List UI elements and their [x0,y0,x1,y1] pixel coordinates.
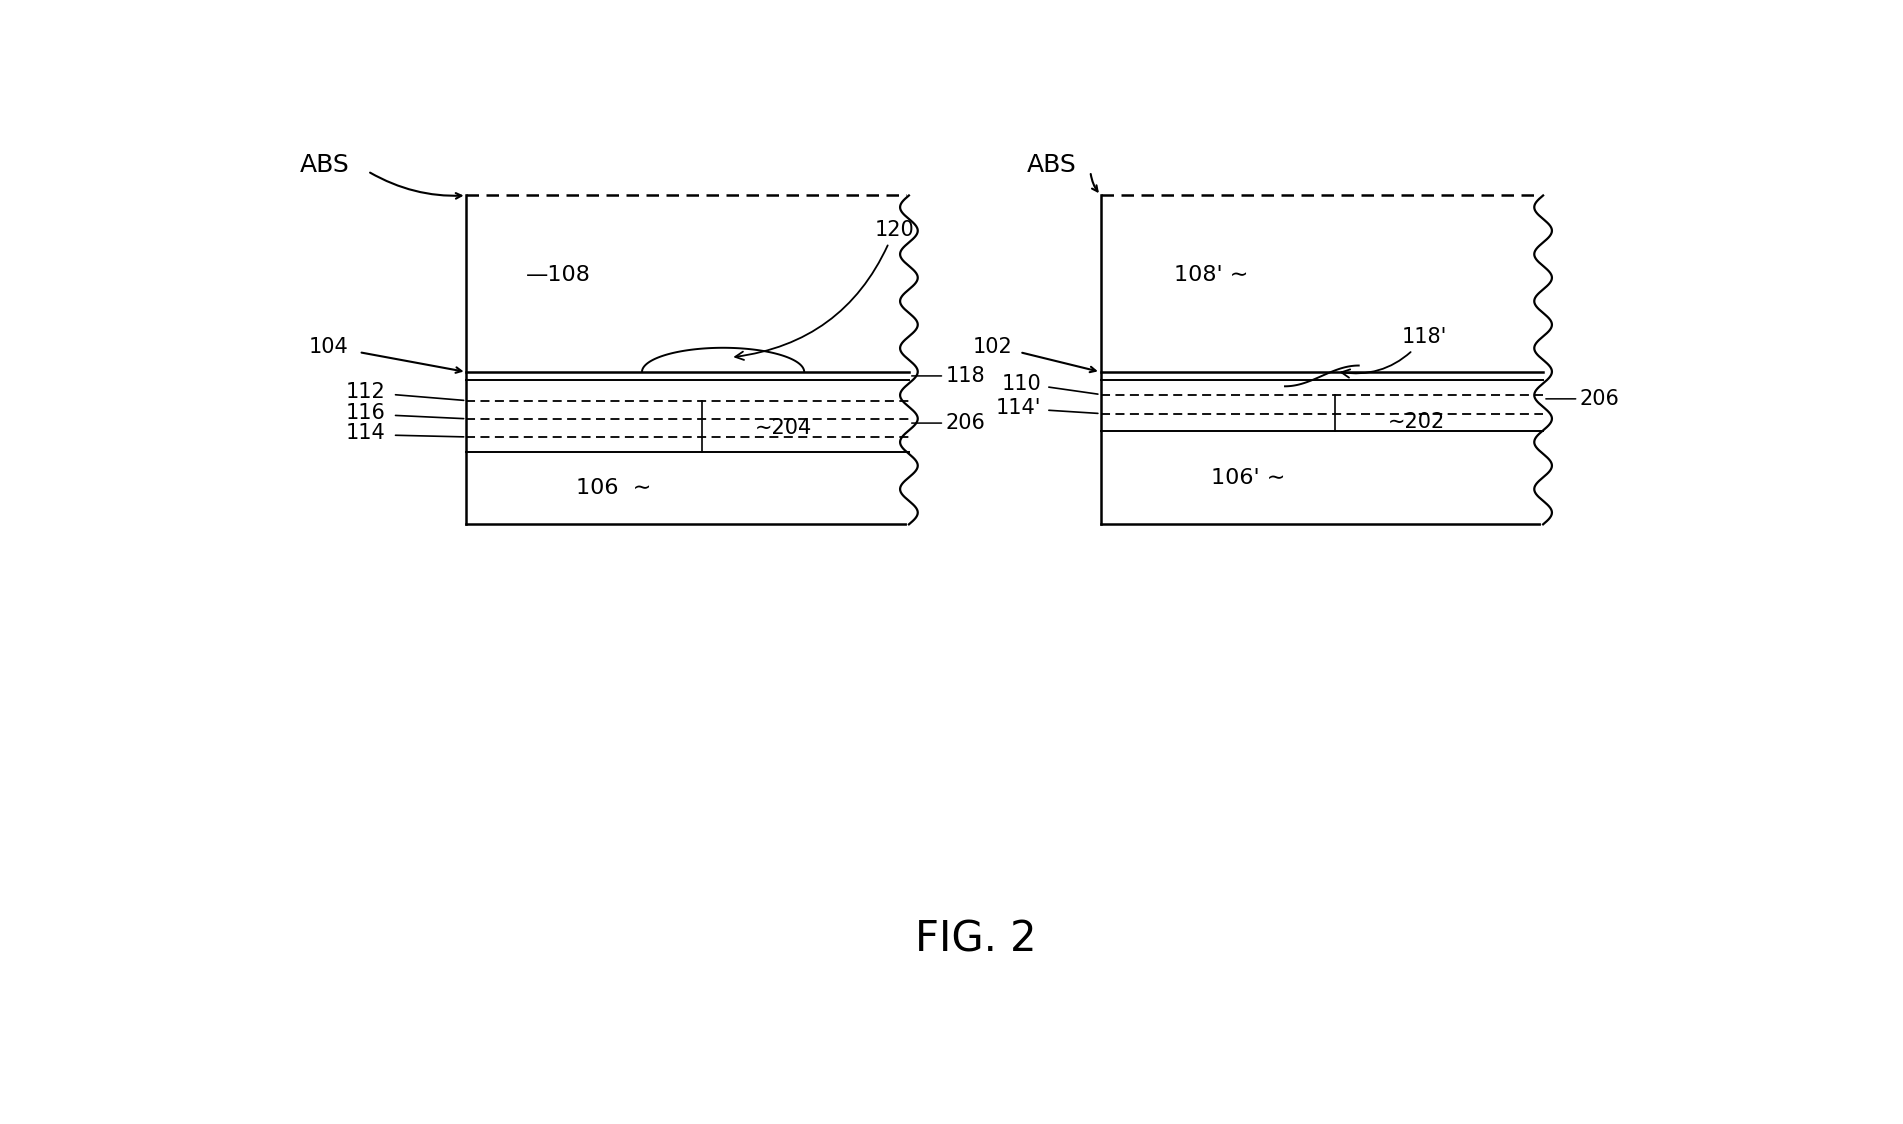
Text: 206: 206 [946,414,986,433]
Text: 110: 110 [1001,374,1041,395]
Text: —108: —108 [525,265,590,285]
Text: 114': 114' [995,398,1041,417]
Text: ∼204: ∼204 [755,418,813,438]
Text: 102: 102 [972,337,1012,357]
Text: 108' ∼: 108' ∼ [1174,265,1248,285]
Text: 118: 118 [946,366,986,386]
Text: 120: 120 [735,220,913,360]
Text: 114: 114 [346,423,384,443]
Text: 104: 104 [308,337,348,357]
Text: ABS: ABS [301,153,350,178]
Text: 106  ∼: 106 ∼ [577,478,651,498]
Text: 112: 112 [346,382,384,402]
Text: FIG. 2: FIG. 2 [915,918,1035,961]
Text: 106' ∼: 106' ∼ [1210,468,1285,488]
Text: 116: 116 [346,402,384,423]
Text: ∼202: ∼202 [1387,413,1444,433]
Text: ABS: ABS [1028,153,1077,178]
Text: 206: 206 [1579,389,1619,409]
Text: 118': 118' [1342,327,1446,378]
